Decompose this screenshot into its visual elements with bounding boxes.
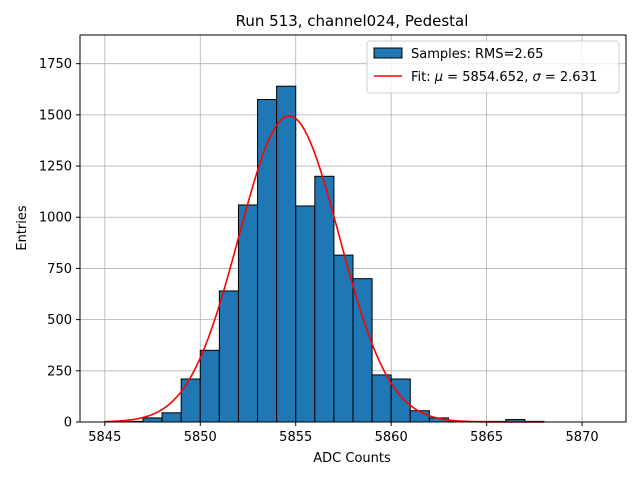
y-tick-label: 1000 xyxy=(39,211,72,226)
histogram-bar xyxy=(199,349,220,423)
legend-fit-label: Fit: μ = 5854.652, σ = 2.631 xyxy=(411,70,597,85)
histogram-bar xyxy=(257,99,278,423)
histogram-bar xyxy=(352,278,373,423)
chart-title: Run 513, channel024, Pedestal xyxy=(236,12,469,30)
y-tick-label: 250 xyxy=(47,364,72,379)
histogram-bar xyxy=(276,85,297,423)
histogram-bar xyxy=(314,175,335,423)
y-tick-label: 1500 xyxy=(39,108,72,123)
histogram-bar xyxy=(180,378,201,423)
y-axis-label: Entries xyxy=(15,205,30,251)
legend-histogram-label: Samples: RMS=2.65 xyxy=(411,47,543,62)
y-axis-ticks: 0 250 500 750 1000 1250 1500 1750 xyxy=(39,57,80,431)
x-tick-label: 5850 xyxy=(184,430,217,445)
x-tick-label: 5870 xyxy=(566,430,599,445)
histogram-bar xyxy=(142,417,163,423)
x-tick-label: 5865 xyxy=(470,430,503,445)
x-tick-label: 5845 xyxy=(88,430,121,445)
y-tick-label: 1750 xyxy=(39,57,72,72)
x-tick-label: 5855 xyxy=(279,430,312,445)
histogram-bar xyxy=(161,412,182,423)
histogram-bar xyxy=(390,378,411,423)
histogram-bar xyxy=(218,290,239,423)
histogram-bars xyxy=(104,85,545,423)
y-tick-label: 0 xyxy=(64,416,72,431)
legend-histogram-swatch xyxy=(373,47,403,59)
x-axis-label: ADC Counts xyxy=(313,451,391,466)
histogram-bar xyxy=(371,374,392,423)
x-axis-ticks: 5845 5850 5855 5860 5865 5870 xyxy=(88,422,599,445)
y-tick-label: 750 xyxy=(47,262,72,277)
histogram-bar xyxy=(333,254,354,423)
legend-box xyxy=(366,40,620,94)
y-tick-label: 1250 xyxy=(39,160,72,175)
plot-frame xyxy=(79,34,627,423)
legend: Samples: RMS=2.65 Fit: μ = 5854.652, σ =… xyxy=(366,40,620,94)
histogram-bar xyxy=(237,204,259,423)
histogram-bar xyxy=(295,205,316,423)
y-tick-label: 500 xyxy=(47,313,72,328)
x-tick-label: 5860 xyxy=(375,430,408,445)
